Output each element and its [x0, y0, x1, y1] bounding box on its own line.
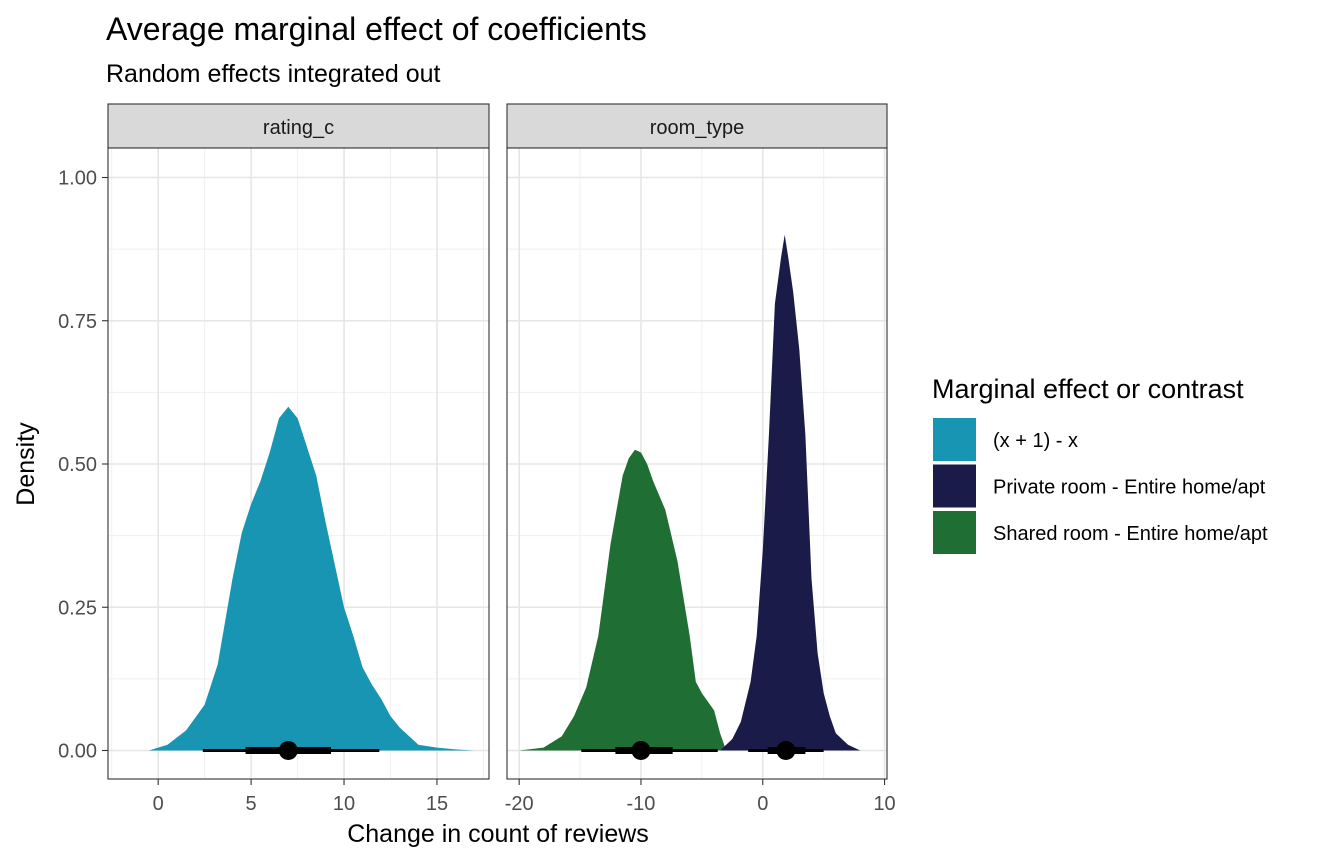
x-tick-label: 5 — [246, 793, 257, 815]
point-estimate-x-1-x — [278, 741, 298, 760]
facet-strip — [506, 103, 888, 149]
legend-key-x-1-x — [933, 418, 976, 461]
point-estimate-private-room-entire-home-apt — [776, 741, 796, 760]
legend-title: Marginal effect or contrast — [932, 374, 1244, 404]
y-tick-label: 0.50 — [58, 454, 97, 476]
facet-strip — [107, 103, 490, 149]
panel-border — [506, 147, 888, 780]
y-tick-label: 0.00 — [58, 741, 97, 763]
facet-panel-rating-c: rating_c 0 5 10 15 0.00 0.25 0.50 0.75 1.00 — [58, 103, 490, 815]
legend: Marginal effect or contrast (x + 1) - x P… — [932, 374, 1268, 554]
x-tick-label: 0 — [757, 793, 768, 815]
y-axis-title: Density — [12, 422, 40, 506]
x-tick-label: 0 — [153, 793, 164, 815]
facet-panel-room-type: room_type -20 -10 0 10 — [505, 103, 896, 815]
x-tick-label: 15 — [426, 793, 448, 815]
x-axis-title: Change in count of reviews — [347, 820, 649, 848]
y-tick-label: 1.00 — [58, 168, 97, 190]
facet-strip-label: rating_c — [263, 117, 334, 139]
chart-subtitle: Random effects integrated out — [106, 60, 441, 88]
legend-label-x-1-x: (x + 1) - x — [993, 430, 1078, 452]
y-tick-label: 0.75 — [58, 311, 97, 333]
legend-label-private-room-entire-home-apt: Private room - Entire home/apt — [993, 477, 1266, 499]
x-tick-label: -20 — [505, 793, 534, 815]
density-area-shared-room-entire-home-apt — [519, 449, 727, 751]
density-area-x-1-x — [148, 406, 475, 751]
x-tick-label: -10 — [627, 793, 656, 815]
density-area-private-room-entire-home-apt — [720, 234, 861, 751]
legend-label-shared-room-entire-home-apt: Shared room - Entire home/apt — [993, 523, 1268, 545]
chart-title: Average marginal effect of coefficients — [106, 11, 647, 47]
legend-key-shared-room-entire-home-apt — [933, 511, 976, 554]
facet-strip-label: room_type — [650, 117, 745, 139]
point-estimate-shared-room-entire-home-apt — [631, 741, 651, 760]
legend-key-private-room-entire-home-apt — [933, 464, 976, 508]
y-tick-label: 0.25 — [58, 597, 97, 619]
x-tick-label: 10 — [333, 793, 355, 815]
x-tick-label: 10 — [873, 793, 895, 815]
